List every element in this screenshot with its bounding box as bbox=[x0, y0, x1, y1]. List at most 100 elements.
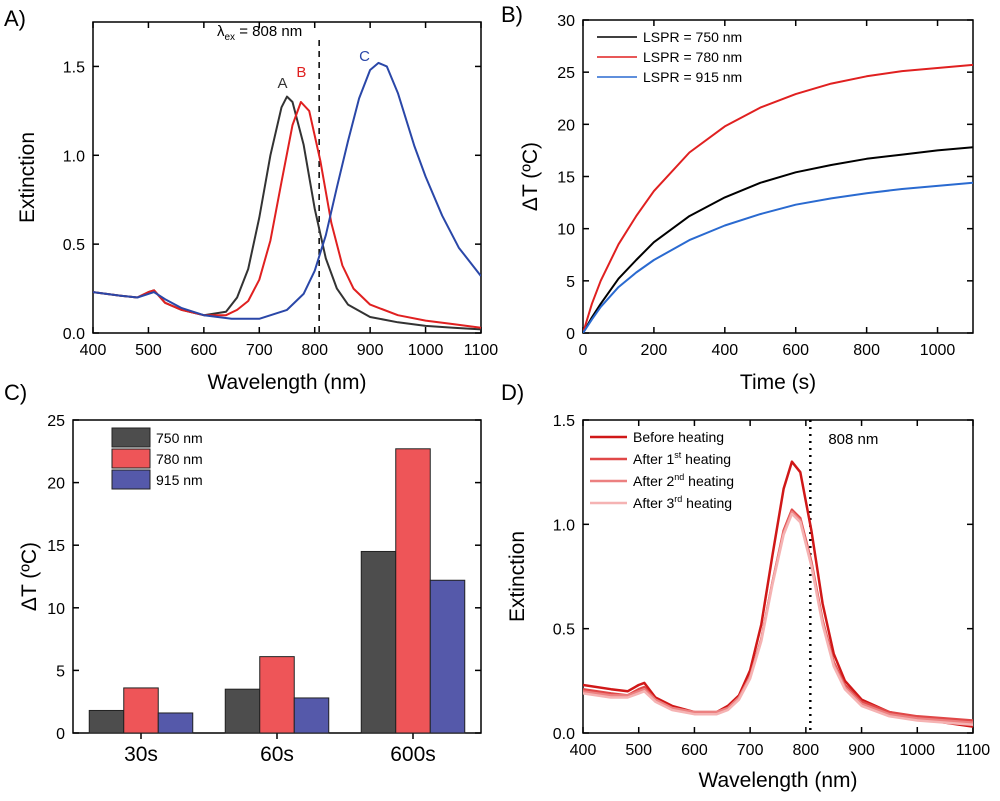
x-tick-label: 500 bbox=[625, 742, 652, 759]
y-tick-label: 10 bbox=[47, 601, 65, 618]
y-tick-label: 5 bbox=[566, 274, 575, 291]
x-tick-label: 400 bbox=[711, 342, 738, 359]
x-tick-label: 400 bbox=[80, 342, 107, 359]
y-tick-label: 20 bbox=[557, 117, 575, 134]
series-line-2 bbox=[583, 508, 973, 722]
y-axis-title: Extinction bbox=[16, 132, 39, 223]
category-label: 30s bbox=[124, 743, 158, 766]
bar-780-nm-60s bbox=[259, 656, 295, 734]
panel-letter: D) bbox=[501, 380, 524, 405]
x-tick-label: 1100 bbox=[956, 742, 991, 759]
y-tick-label: 15 bbox=[47, 538, 65, 555]
y-tick-label: 1.0 bbox=[63, 148, 85, 165]
series-line-3 bbox=[93, 61, 481, 320]
plot-frame bbox=[582, 419, 974, 734]
x-tick-label: 1000 bbox=[920, 342, 956, 359]
y-tick-label: 1.5 bbox=[63, 59, 85, 76]
plot-frame bbox=[582, 19, 974, 334]
x-axis-title: Wavelength (nm) bbox=[698, 769, 857, 792]
curve-label: B bbox=[296, 64, 306, 81]
legend-swatch bbox=[111, 469, 151, 490]
y-tick-label: 0 bbox=[566, 326, 575, 343]
x-tick-label: 700 bbox=[737, 742, 764, 759]
y-axis-title: ΔT (ºC) bbox=[519, 142, 542, 211]
y-tick-label: 20 bbox=[47, 476, 65, 493]
y-tick-label: 0.5 bbox=[553, 622, 575, 639]
bar-915-nm-30s bbox=[157, 712, 194, 734]
legend-swatch bbox=[111, 427, 151, 448]
series-line-3 bbox=[583, 181, 973, 333]
y-tick-label: 0 bbox=[56, 726, 65, 743]
legend-swatch bbox=[111, 448, 151, 469]
legend-label: 915 nm bbox=[156, 472, 203, 488]
y-axis-title: Extinction bbox=[506, 531, 529, 622]
x-tick-label: 500 bbox=[135, 342, 162, 359]
x-tick-label: 1000 bbox=[408, 342, 444, 359]
x-tick-label: 900 bbox=[357, 342, 384, 359]
legend-label: LSPR = 750 nm bbox=[643, 29, 742, 45]
bar-750-nm-60s bbox=[224, 688, 261, 734]
series-line-1 bbox=[583, 460, 973, 728]
panel-4: D) 0.0 0.5 1.0 1.5 400 500 600 700 800 900 1000 1100… bbox=[501, 380, 990, 792]
x-axis-title: Wavelength (nm) bbox=[207, 371, 366, 394]
bar-780-nm-600s bbox=[395, 448, 431, 734]
x-tick-label: 400 bbox=[570, 742, 597, 759]
bar-915-nm-60s bbox=[293, 697, 330, 734]
excitation-label: λex = 808 nm bbox=[217, 23, 302, 43]
x-tick-label: 1100 bbox=[464, 342, 499, 359]
legend-label: LSPR = 780 nm bbox=[643, 49, 742, 65]
series-line-4 bbox=[583, 512, 973, 726]
x-tick-label: 800 bbox=[853, 342, 880, 359]
panel-2: B) 0 5 10 15 20 25 30 0 200 400 600 800 1000 Time (s) Δ… bbox=[501, 2, 974, 394]
x-tick-label: 200 bbox=[641, 342, 668, 359]
x-tick-label: 800 bbox=[793, 742, 820, 759]
x-tick-label: 800 bbox=[301, 342, 328, 359]
y-tick-label: 0.5 bbox=[63, 237, 85, 254]
panel-1: A) 0.0 0.5 1.0 1.5 400 500 600 700 800 900 1000 1100… bbox=[4, 6, 498, 394]
bar-915-nm-600s bbox=[429, 579, 466, 734]
series-line-3 bbox=[583, 510, 973, 724]
curve-label: C bbox=[359, 48, 370, 65]
series-line-1 bbox=[93, 95, 481, 331]
y-tick-label: 1.5 bbox=[553, 413, 575, 430]
x-tick-label: 900 bbox=[848, 742, 875, 759]
legend-label: After 1st heating bbox=[633, 450, 731, 467]
x-tick-label: 0 bbox=[579, 342, 588, 359]
y-tick-label: 0.0 bbox=[553, 726, 575, 743]
y-tick-label: 30 bbox=[557, 13, 575, 30]
y-tick-label: 1.0 bbox=[553, 517, 575, 534]
series-line-2 bbox=[583, 63, 973, 333]
category-label: 60s bbox=[260, 743, 294, 766]
panel-letter: B) bbox=[501, 2, 523, 27]
x-tick-label: 600 bbox=[191, 342, 218, 359]
category-label: 600s bbox=[390, 743, 436, 766]
y-axis-title: ΔT (ºC) bbox=[18, 542, 41, 611]
bar-750-nm-30s bbox=[88, 709, 125, 734]
panel-3: C) 0 5 10 15 20 25 ΔT (ºC) 30s 60s 600s 750 nm 780 n… bbox=[4, 380, 482, 766]
x-tick-label: 700 bbox=[246, 342, 273, 359]
legend-label: 750 nm bbox=[156, 430, 203, 446]
legend-label: After 2nd heating bbox=[633, 472, 734, 489]
legend-label: 780 nm bbox=[156, 451, 203, 467]
legend-label: Before heating bbox=[633, 429, 724, 445]
plot-frame bbox=[92, 21, 482, 334]
y-tick-label: 0.0 bbox=[63, 326, 85, 343]
y-tick-label: 25 bbox=[557, 65, 575, 82]
x-axis-title: Time (s) bbox=[740, 371, 816, 394]
panel-letter: C) bbox=[4, 380, 27, 405]
y-tick-label: 10 bbox=[557, 222, 575, 239]
x-tick-label: 1000 bbox=[899, 742, 935, 759]
excitation-label: 808 nm bbox=[828, 431, 878, 448]
y-tick-label: 15 bbox=[557, 170, 575, 187]
y-tick-label: 5 bbox=[56, 663, 65, 680]
x-tick-label: 600 bbox=[782, 342, 809, 359]
legend-label: LSPR = 915 nm bbox=[643, 69, 742, 85]
bar-780-nm-30s bbox=[123, 687, 159, 734]
curve-label: A bbox=[278, 75, 288, 92]
legend-label: After 3rd heating bbox=[633, 494, 732, 511]
series-line-1 bbox=[583, 146, 973, 333]
panel-letter: A) bbox=[4, 6, 26, 31]
x-tick-label: 600 bbox=[681, 742, 708, 759]
bar-750-nm-600s bbox=[360, 550, 397, 734]
